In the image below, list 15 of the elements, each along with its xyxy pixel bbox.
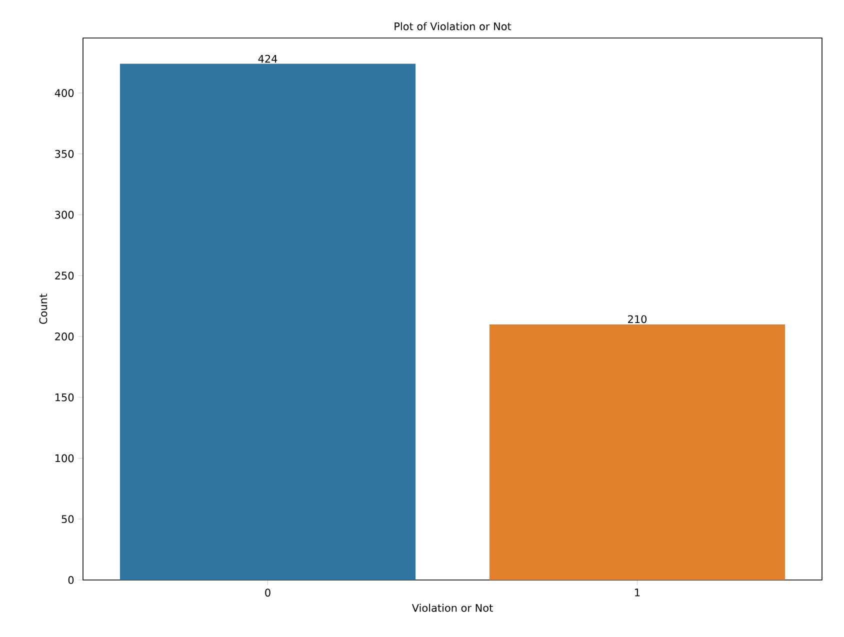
y-tick-label: 0 xyxy=(68,576,74,584)
y-tick-label: 300 xyxy=(55,210,74,219)
data-label: 210 xyxy=(628,315,647,324)
y-tick-label: 50 xyxy=(62,515,74,524)
y-axis-title: Count xyxy=(39,294,48,324)
chart-title: Plot of Violation or Not xyxy=(394,22,512,30)
y-tick-label: 200 xyxy=(55,332,74,340)
x-tick-label: 1 xyxy=(635,588,640,596)
y-tick-label: 250 xyxy=(55,272,74,280)
data-label: 424 xyxy=(258,54,278,63)
y-tick-label: 350 xyxy=(55,150,74,158)
y-tick-label: 100 xyxy=(55,454,74,462)
y-tick-label: 150 xyxy=(55,393,74,402)
y-tick-label: 400 xyxy=(54,89,74,97)
x-axis-title: Violation or Not xyxy=(412,604,493,612)
